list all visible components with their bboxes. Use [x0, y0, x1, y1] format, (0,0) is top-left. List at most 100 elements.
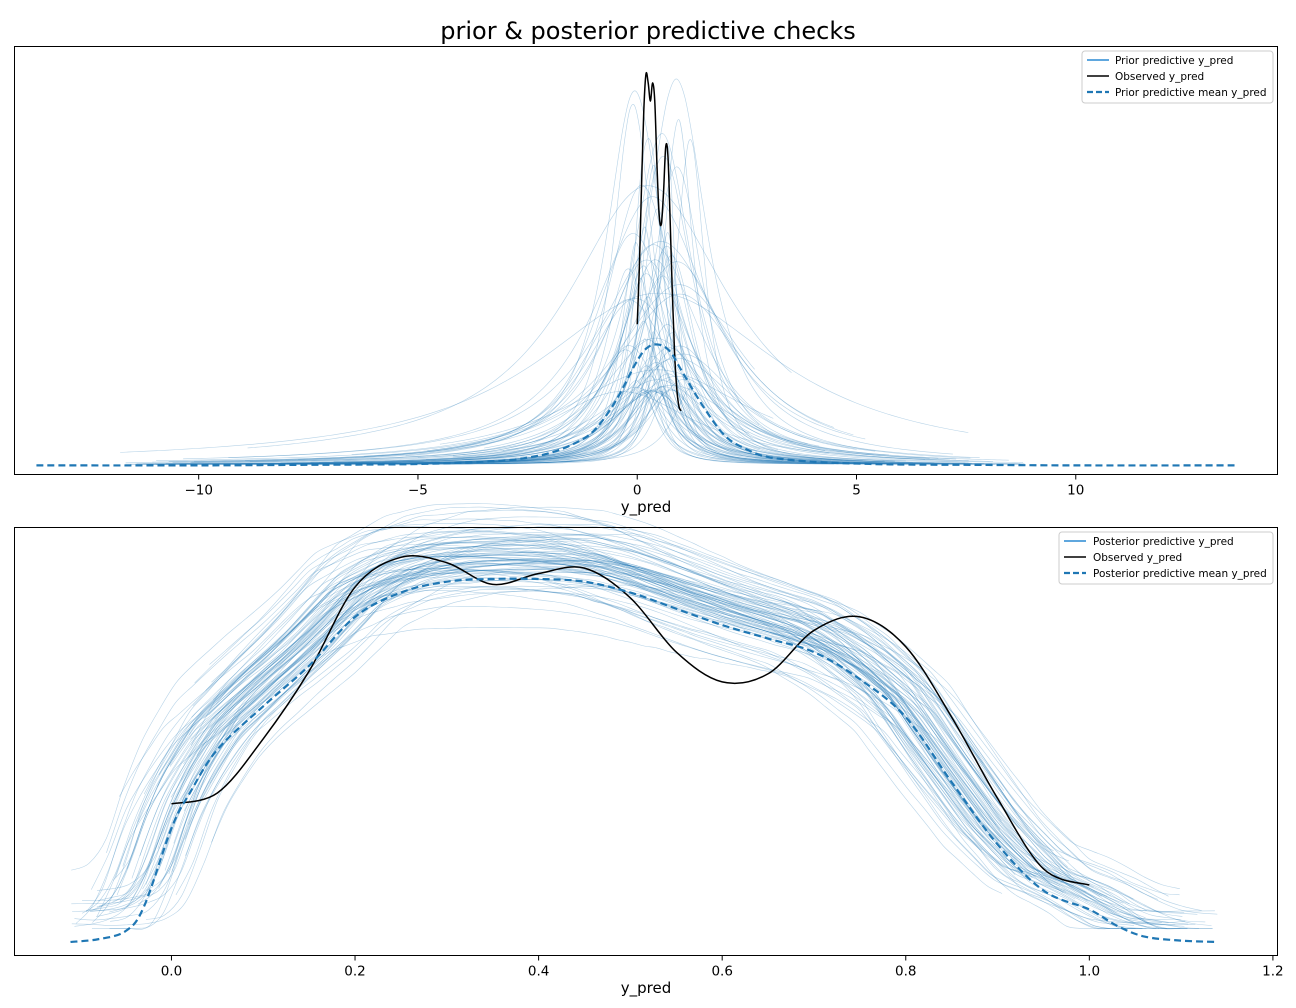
predictive-sample-line	[109, 566, 1180, 930]
predictive-sample-line	[188, 536, 1198, 915]
predictive-sample-line	[172, 156, 760, 464]
predictive-sample-line	[319, 347, 1024, 463]
predictive-sample-line	[130, 534, 1033, 902]
legend-label-prior-observed: Observed y_pred	[1115, 71, 1204, 83]
predictive-sample-line	[85, 530, 1076, 913]
predictive-sample-line	[333, 379, 994, 462]
x-axis-label-prior: y_pred	[621, 498, 672, 517]
predictive-sample-line	[122, 546, 1080, 898]
predictive-sample-line	[135, 349, 1025, 465]
predictive-sample-line	[439, 369, 774, 445]
x-tick-label: 1.2	[1262, 964, 1283, 980]
predictive-sample-line	[164, 554, 1062, 876]
predictive-sample-line	[194, 298, 889, 462]
predictive-sample-line	[154, 345, 913, 464]
axes-frame-posterior	[14, 527, 1278, 956]
legend-box-posterior	[1058, 531, 1274, 585]
predictive-sample-line	[209, 559, 1134, 900]
predictive-sample-line	[502, 385, 957, 460]
predictive-sample-line	[239, 255, 779, 464]
predictive-sample-line	[110, 560, 1185, 922]
predictive-sample-line	[351, 284, 755, 455]
predictive-sample-line	[71, 526, 1119, 929]
predictive-sample-line	[215, 532, 1002, 822]
predictive-sample-line	[249, 357, 876, 462]
plot-area-posterior	[14, 527, 1278, 956]
predictive-sample-line	[348, 268, 972, 464]
predictive-sample-line	[214, 585, 1000, 842]
legend-label-posterior-samples: Posterior predictive y_pred	[1093, 536, 1234, 548]
plot-area-prior	[14, 46, 1278, 475]
predictive-sample-line	[92, 518, 1072, 923]
predictive-sample-line	[355, 208, 793, 464]
predictive-sample-line	[157, 532, 1001, 849]
predictive-sample-line	[190, 506, 1103, 897]
predictive-sample-line	[89, 557, 1001, 911]
predictive-sample-line	[112, 546, 1110, 929]
predictive-sample-line	[211, 541, 1186, 924]
predictive-mean-line	[36, 343, 1239, 467]
predictive-sample-line	[382, 373, 843, 464]
posterior-main-series	[70, 555, 1218, 944]
observed-line	[636, 71, 682, 412]
x-tick-label: 0.2	[344, 964, 365, 980]
legend-box-prior	[1081, 50, 1274, 104]
predictive-sample-line	[125, 184, 875, 463]
x-tick-label: −10	[184, 483, 213, 499]
predictive-sample-line	[298, 233, 939, 460]
predictive-sample-line	[156, 293, 854, 461]
predictive-sample-line	[205, 503, 1185, 927]
predictive-sample-line	[209, 536, 1213, 930]
predictive-sample-line	[112, 547, 1188, 930]
predictive-sample-line	[185, 589, 1167, 929]
predictive-sample-line	[165, 345, 925, 464]
predictive-sample-line	[459, 365, 906, 464]
predictive-sample-line	[168, 261, 953, 462]
predictive-sample-line	[204, 534, 1180, 896]
predictive-sample-line	[188, 560, 1001, 825]
x-tick-label: 0.4	[528, 964, 549, 980]
legend-posterior: Posterior predictive y_pred Observed y_p…	[1058, 531, 1274, 585]
predictive-sample-line	[208, 553, 1101, 897]
predictive-sample-line	[91, 537, 984, 930]
x-tick-label: 0.6	[711, 964, 732, 980]
predictive-sample-line	[492, 332, 932, 464]
x-tick-label: 5	[852, 483, 861, 499]
x-tick-label: 0	[633, 483, 642, 499]
predictive-sample-line	[214, 551, 1188, 929]
predictive-sample-line	[143, 355, 993, 465]
predictive-sample-line	[188, 579, 1181, 920]
predictive-sample-line	[170, 587, 1075, 887]
predictive-sample-line	[115, 569, 1196, 925]
predictive-sample-line	[106, 543, 1143, 930]
predictive-sample-line	[190, 133, 808, 463]
predictive-sample-line	[125, 138, 1021, 465]
predictive-sample-line	[191, 78, 971, 463]
predictive-sample-line	[194, 522, 1147, 930]
x-tick-label: 0.0	[161, 964, 182, 980]
x-axis-label-posterior: y_pred	[621, 979, 672, 998]
predictive-sample-line	[192, 554, 1071, 856]
predictive-mean-line	[70, 577, 1218, 944]
x-axis-prior: −10 −5 0 5 10	[184, 474, 1084, 499]
predictive-sample-line	[143, 265, 935, 465]
predictive-sample-line	[91, 576, 1135, 926]
predictive-sample-line	[454, 391, 877, 464]
legend-label-prior-samples: Prior predictive y_pred	[1115, 55, 1233, 67]
predictive-sample-line	[185, 386, 758, 465]
legend-label-posterior-mean: Posterior predictive mean y_pred	[1093, 568, 1267, 580]
predictive-sample-line	[201, 627, 983, 851]
predictive-sample-line	[85, 579, 1014, 911]
legend-label-prior-mean: Prior predictive mean y_pred	[1115, 87, 1267, 99]
predictive-sample-line	[97, 579, 997, 901]
predictive-sample-line	[310, 275, 895, 464]
predictive-sample-line	[430, 324, 900, 463]
predictive-sample-line	[130, 232, 887, 465]
prior-predictive-samples	[120, 78, 1025, 465]
predictive-sample-line	[145, 539, 1181, 930]
predictive-sample-line	[247, 185, 792, 449]
predictive-sample-line	[180, 562, 1085, 887]
prior-main-series	[36, 71, 1239, 467]
x-tick-label: 10	[1067, 483, 1084, 499]
